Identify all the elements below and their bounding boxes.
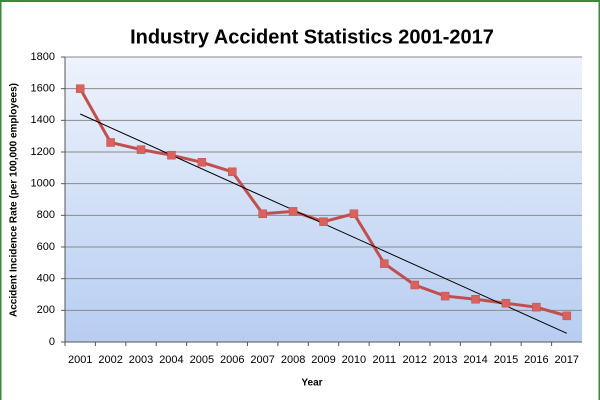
- data-point: [471, 295, 480, 304]
- y-tick-label: 1800: [31, 51, 55, 63]
- x-tick-label: 2003: [129, 354, 153, 366]
- data-point: [349, 209, 359, 218]
- data-point: [532, 302, 541, 312]
- x-tick-label: 2005: [190, 354, 214, 366]
- x-tick-label: 2007: [250, 354, 274, 366]
- chart-title: Industry Accident Statistics 2001-2017: [130, 26, 494, 48]
- data-point: [410, 280, 419, 290]
- x-tick-label: 2001: [68, 354, 92, 366]
- data-point: [380, 259, 389, 268]
- data-point: [501, 298, 511, 308]
- data-point: [288, 207, 298, 216]
- x-tick-label: 2008: [281, 354, 305, 366]
- y-tick-label: 1600: [31, 83, 55, 95]
- y-tick-label: 1200: [31, 146, 55, 158]
- data-point: [319, 217, 328, 226]
- data-point: [167, 150, 176, 160]
- y-tick-label: 0: [49, 336, 55, 348]
- x-tick-label: 2006: [220, 354, 244, 366]
- data-point: [228, 167, 237, 177]
- plot-area: [65, 57, 582, 342]
- y-axis-title: Accident Incidence Rate (per 100,000 emp…: [9, 83, 20, 317]
- data-point: [440, 291, 450, 301]
- y-tick-label: 400: [37, 273, 55, 285]
- data-point: [258, 209, 267, 218]
- y-tick-label: 1400: [31, 114, 55, 126]
- data-point: [106, 138, 115, 147]
- x-tick-label: 2004: [159, 354, 183, 366]
- x-tick-label: 2012: [402, 354, 426, 366]
- x-axis-title: Year: [301, 378, 322, 389]
- y-tick-label: 200: [37, 304, 55, 316]
- frame-left: [0, 0, 2, 400]
- x-tick-label: 2011: [372, 354, 396, 366]
- y-tick-label: 800: [37, 209, 55, 221]
- x-tick-label: 2010: [342, 354, 366, 366]
- x-tick-label: 2015: [494, 354, 518, 366]
- data-point: [197, 158, 207, 167]
- frame-right: [598, 0, 600, 400]
- data-point: [136, 145, 146, 154]
- data-point: [562, 311, 572, 321]
- x-tick-label: 2014: [463, 354, 487, 366]
- frame-top: [0, 0, 600, 2]
- x-tick-label: 2013: [433, 354, 457, 366]
- y-tick-label: 600: [37, 241, 55, 253]
- x-tick-label: 2009: [311, 354, 335, 366]
- y-tick-label: 1000: [31, 178, 55, 190]
- x-tick-label: 2016: [524, 354, 548, 366]
- data-point: [75, 84, 85, 93]
- x-tick-label: 2017: [555, 354, 579, 366]
- x-tick-label: 2002: [98, 354, 122, 366]
